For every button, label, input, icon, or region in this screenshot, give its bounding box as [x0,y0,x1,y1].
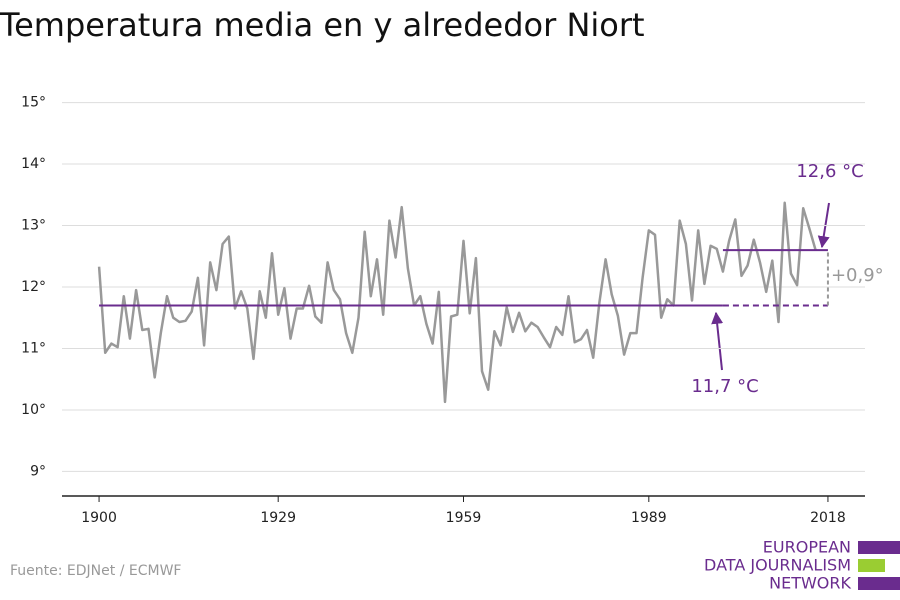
arrow [817,202,830,249]
y-tick-label: 13° [21,218,46,234]
logo-text: DATA JOURNALISM [704,556,851,575]
y-tick-label: 11° [21,340,46,356]
logo-text: NETWORK [769,574,851,593]
source: Fuente: EDJNet / ECMWF [10,563,181,579]
temperature-line [97,201,817,404]
logo-text: EUROPEAN [763,538,851,557]
x-tick-label: 2018 [810,510,846,526]
x-tick-label: 1900 [81,510,117,526]
y-tick-label: 14° [21,156,46,172]
x-tick-label: 1989 [631,510,667,526]
x-tick-label: 1959 [446,510,482,526]
y-tick-label: 10° [21,402,46,418]
y-tick-label: 9° [30,463,46,479]
chart-title: Temperatura media en y alrededor Niort [0,6,645,44]
y-tick-label: 12° [21,279,46,295]
reference-label: 12,6 °C [796,161,863,182]
logo-bar [858,541,900,554]
logo-bar [858,577,900,590]
y-tick-label: 15° [21,95,46,111]
difference-label: +0,9° [831,265,884,286]
arrow [711,311,724,371]
reference-label: 11,7 °C [691,376,758,397]
x-tick-label: 1929 [260,510,296,526]
logo-bar [858,559,885,572]
